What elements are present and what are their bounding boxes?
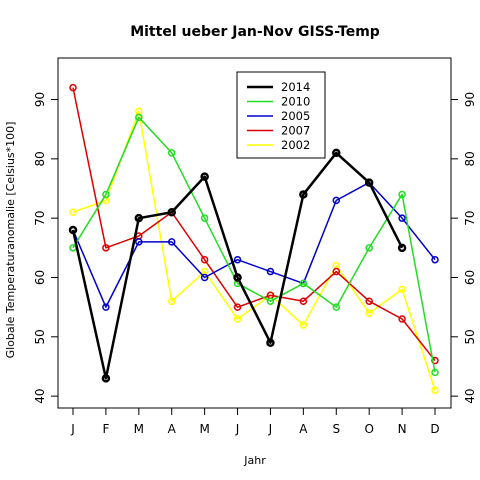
y-tick-label-left: 90 [33,92,47,107]
data-point [69,208,77,216]
data-point [101,374,111,383]
data-point [167,207,176,217]
y-axis-label: Globale Temperaturanomalie [Celsius*100] [4,122,17,359]
data-point [200,255,209,264]
x-tick-label: J [70,422,75,436]
data-point [266,297,275,305]
y-tick-label-right: 40 [463,388,477,403]
data-point [365,297,373,305]
y-tick-label-left: 60 [33,270,47,285]
data-point [365,244,373,252]
y-tick-label-right: 50 [463,329,477,344]
y-tick-label-right: 90 [463,92,477,107]
y-tick-label-left: 80 [33,151,47,166]
data-point [398,190,406,199]
data-point [69,244,77,252]
data-point [398,315,406,323]
y-tick-label-right: 60 [463,270,477,285]
y-tick-label-right: 80 [463,151,477,166]
data-point [167,149,176,157]
y-tick-label-right: 70 [463,211,477,226]
data-point [167,297,176,305]
data-point [299,279,308,288]
data-point [431,368,439,377]
data-point [431,255,439,264]
data-point [332,303,341,311]
data-point [134,213,144,223]
legend-label-2007: 2007 [281,124,310,138]
data-point [332,148,341,158]
data-point [332,196,341,205]
data-point [299,297,308,305]
data-point [266,267,275,276]
data-point [431,386,439,394]
series-line-2007 [72,87,436,362]
x-tick-label: M [199,422,209,436]
x-tick-label: M [134,422,144,436]
data-point [233,315,242,323]
axes: J F M A M J J A S O N D 40 40 50 50 60 60 70 70 80 80 90 90 [33,92,477,436]
y-tick-label-left: 50 [33,329,47,344]
chart-title: Mittel ueber Jan-Nov GISS-Temp [130,24,380,40]
data-point [364,178,374,187]
y-tick-label-left: 70 [33,211,47,226]
x-tick-label: D [430,422,439,436]
data-point [397,243,407,253]
x-tick-label: A [299,422,308,436]
data-point [365,309,373,317]
data-point [332,267,341,276]
data-point [102,303,110,311]
data-point [200,214,209,222]
data-point [102,244,110,252]
series-2002 [69,107,439,394]
legend-label-2005: 2005 [281,109,310,123]
data-point [68,225,78,235]
data-point [398,285,406,294]
x-axis-label: Jahr [243,454,266,467]
data-point [200,273,209,282]
x-tick-label: F [102,422,109,436]
plot-frame [57,57,452,409]
x-tick-label: J [268,422,273,436]
legend-label-2002: 2002 [281,138,310,152]
series-2014 [68,148,407,383]
data-point [431,356,439,365]
y-tick-label-left: 40 [33,388,47,403]
data-point [233,303,242,311]
x-tick-label: A [168,422,177,436]
series-line-2014 [71,151,404,380]
data-point [102,190,110,199]
data-point [299,190,308,199]
legend-label-2014: 2014 [281,80,310,94]
data-point [69,83,77,92]
x-tick-label: N [398,422,407,436]
data-point [233,255,242,264]
legend-label-2010: 2010 [281,95,310,109]
data-point [135,238,143,246]
x-tick-label: J [235,422,240,436]
data-point [398,214,406,222]
data-point [233,273,242,282]
series-line-2005 [72,181,436,308]
x-tick-label: O [364,422,373,436]
data-point [299,321,308,329]
data-point [167,238,176,246]
series-line-2002 [72,110,436,391]
x-tick-label: S [332,422,340,436]
series-line-2010 [72,116,436,373]
data-point [200,172,209,181]
series-layer [68,83,439,394]
data-point [266,338,275,347]
data-point [135,113,143,122]
